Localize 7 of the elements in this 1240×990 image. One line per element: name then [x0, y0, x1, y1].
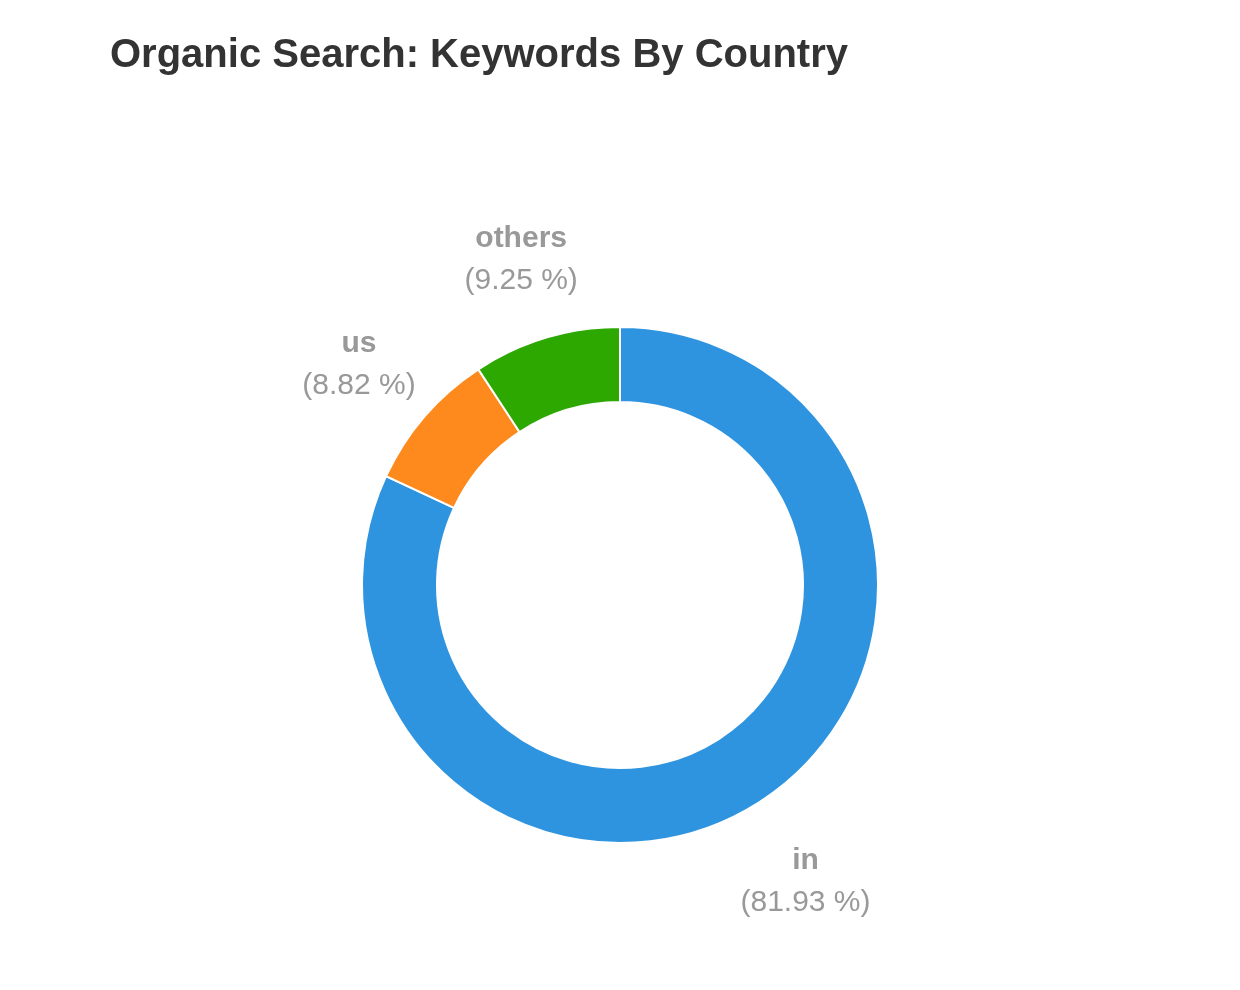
slice-label: in — [792, 841, 819, 875]
data-label: (8.82 %) — [302, 367, 416, 401]
chart-title: Organic Search: Keywords By Country — [110, 31, 849, 75]
slice-label: us — [341, 325, 377, 359]
data-label: (81.93 %) — [740, 883, 871, 917]
data-label: (9.25 %) — [464, 262, 578, 296]
slice-label: others — [475, 220, 567, 254]
